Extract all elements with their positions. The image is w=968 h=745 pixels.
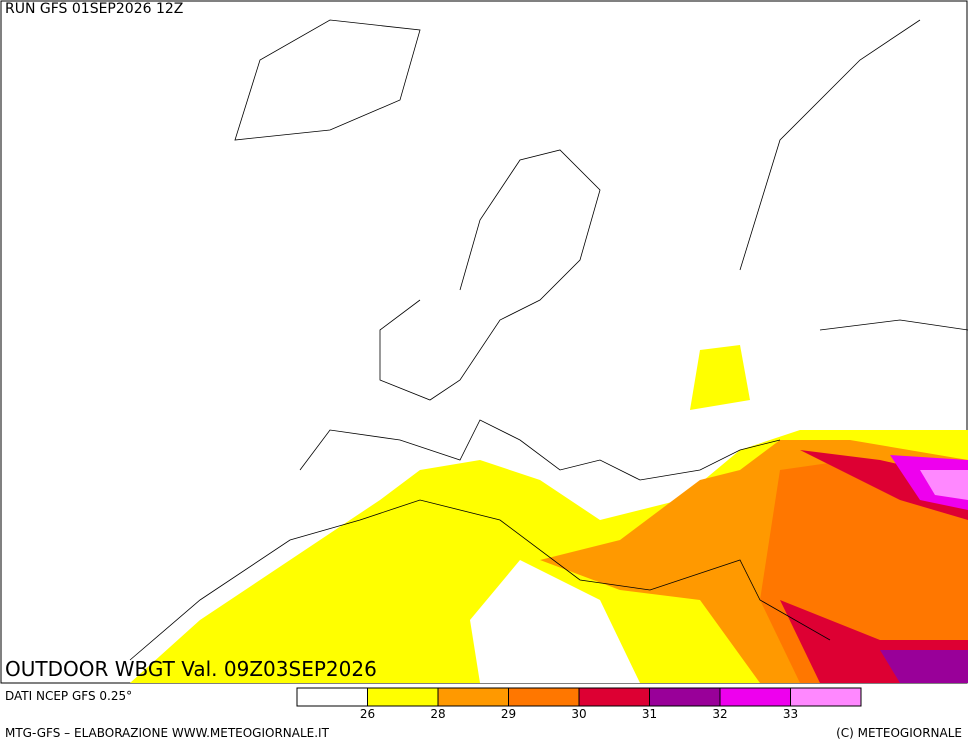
legend-swatch bbox=[296, 687, 368, 707]
footer-left: MTG-GFS – ELABORAZIONE WWW.METEOGIORNALE… bbox=[5, 726, 330, 740]
map: RUN GFS 01SEP2026 12Z OUTDOOR WBGT Val. … bbox=[0, 0, 968, 684]
legend-label: 29 bbox=[501, 707, 516, 721]
footer-right: (C) METEOGIORNALE bbox=[836, 726, 962, 740]
legend-label: 30 bbox=[571, 707, 586, 721]
legend-swatch bbox=[790, 687, 862, 707]
heat-area-28 bbox=[690, 345, 750, 410]
source-label: DATI NCEP GFS 0.25° bbox=[5, 689, 132, 703]
legend-label: 28 bbox=[430, 707, 445, 721]
heat-area-32 bbox=[880, 650, 968, 683]
legend-label: 32 bbox=[712, 707, 727, 721]
border bbox=[739, 19, 968, 331]
legend-swatch bbox=[578, 687, 650, 707]
legend-swatch bbox=[508, 687, 580, 707]
heat-area-31 bbox=[800, 450, 968, 520]
legend-swatch bbox=[719, 687, 791, 707]
legend-swatch bbox=[649, 687, 721, 707]
run-label: RUN GFS 01SEP2026 12Z bbox=[5, 1, 183, 17]
legend-label: 31 bbox=[642, 707, 657, 721]
coastline bbox=[129, 499, 831, 661]
legend-swatch bbox=[437, 687, 509, 707]
map-title: OUTDOOR WBGT Val. 09Z03SEP2026 bbox=[5, 657, 377, 681]
legend: 26 28 29 30 31 32 33 bbox=[296, 687, 862, 721]
legend-swatch bbox=[367, 687, 439, 707]
legend-label: 26 bbox=[360, 707, 375, 721]
cool-area bbox=[470, 560, 640, 683]
coastline bbox=[379, 149, 601, 401]
heat-area-34 bbox=[920, 470, 968, 500]
legend-label: 33 bbox=[783, 707, 798, 721]
coastline bbox=[234, 19, 421, 141]
coastline bbox=[299, 419, 781, 481]
